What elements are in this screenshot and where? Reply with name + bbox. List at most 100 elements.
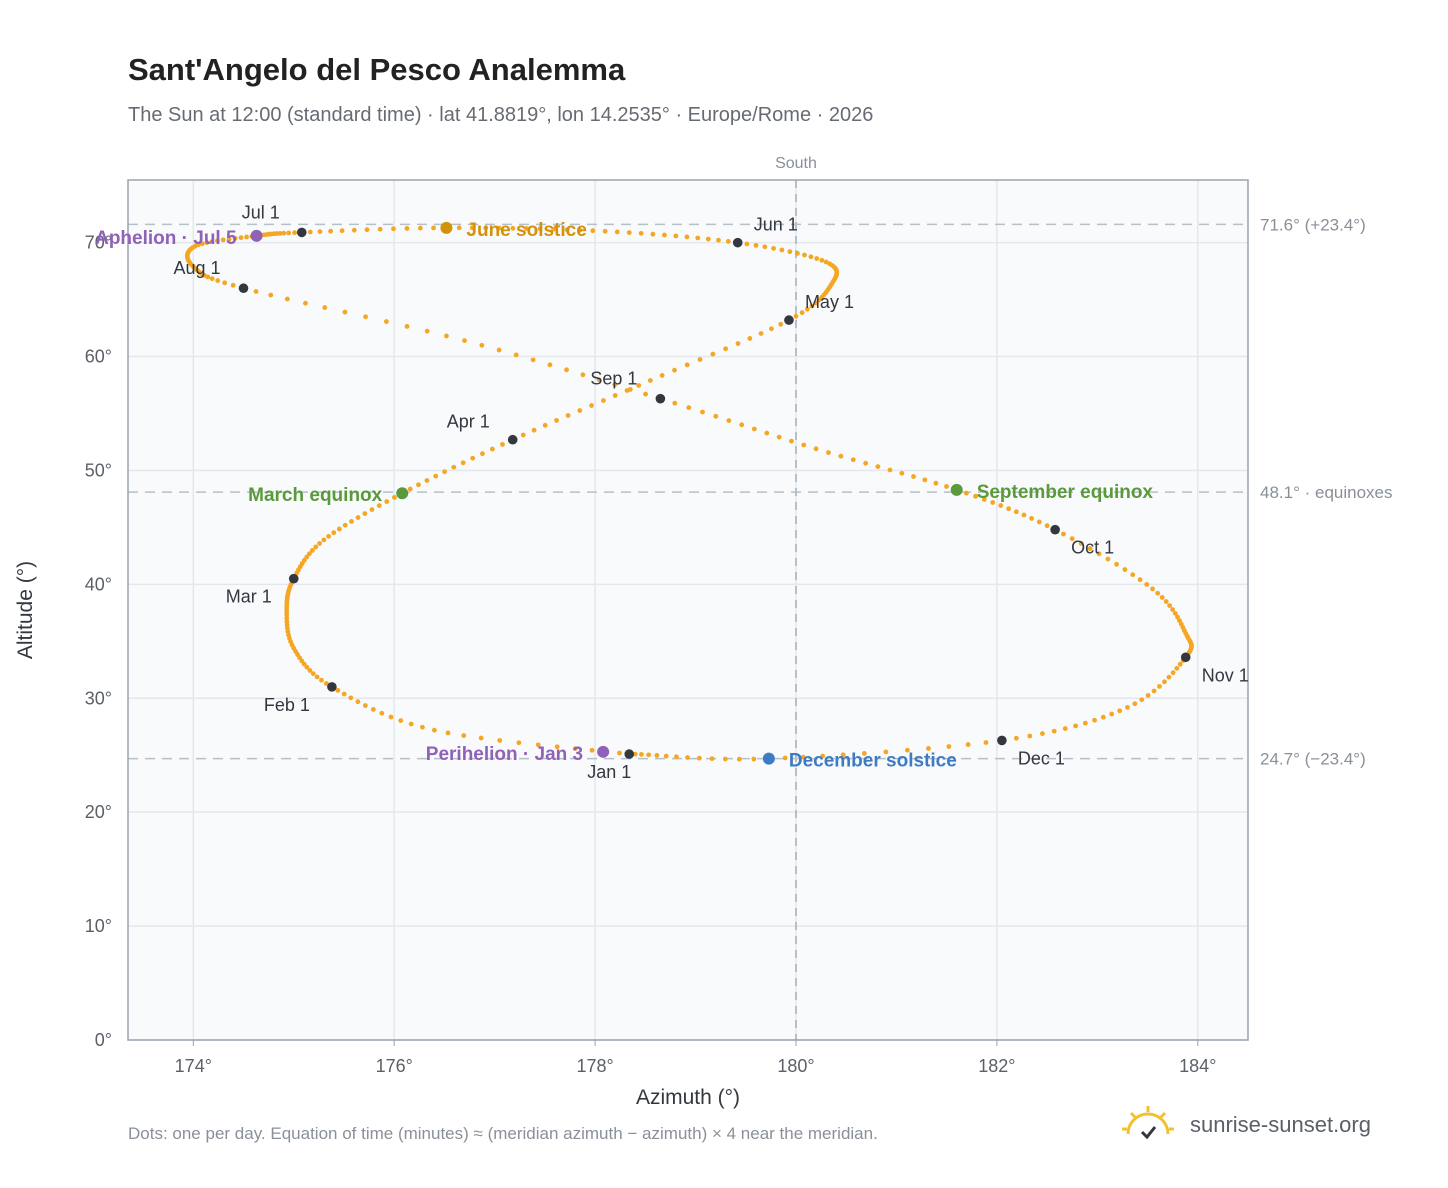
day-dot bbox=[565, 413, 571, 418]
day-dot bbox=[696, 755, 702, 761]
day-dot bbox=[709, 756, 715, 762]
y-tick-label: 0° bbox=[95, 1030, 112, 1050]
day-dot bbox=[685, 755, 690, 760]
day-dot bbox=[564, 227, 570, 233]
day-dot bbox=[377, 226, 383, 232]
day-dot bbox=[983, 740, 989, 745]
day-dot bbox=[735, 341, 741, 346]
day-dot bbox=[433, 473, 439, 479]
day-dot bbox=[321, 537, 327, 543]
day-dot bbox=[363, 314, 368, 320]
day-dot bbox=[531, 427, 537, 433]
day-dot bbox=[307, 229, 313, 235]
day-dot bbox=[639, 751, 644, 757]
day-dot bbox=[589, 747, 595, 753]
y-tick-label: 10° bbox=[85, 916, 112, 936]
day-dot bbox=[404, 226, 410, 231]
day-dot bbox=[1175, 614, 1180, 620]
day-dot bbox=[627, 387, 633, 392]
event-label: September equinox bbox=[977, 482, 1154, 503]
day-dot bbox=[1174, 665, 1180, 671]
y-tick-label: 60° bbox=[85, 347, 112, 367]
day-dot bbox=[739, 422, 745, 428]
day-dot bbox=[1096, 551, 1102, 557]
footnote: Dots: one per day. Equation of time (min… bbox=[128, 1124, 878, 1143]
day-dot bbox=[762, 244, 768, 250]
day-dot bbox=[1177, 661, 1183, 667]
day-dot bbox=[496, 347, 502, 353]
day-dot bbox=[342, 522, 348, 528]
day-dot bbox=[230, 282, 236, 288]
month-marker bbox=[327, 682, 337, 692]
day-dot bbox=[307, 551, 312, 557]
day-dot bbox=[1144, 582, 1150, 587]
day-dot bbox=[725, 238, 731, 244]
day-dot bbox=[793, 313, 799, 319]
day-dot bbox=[1100, 714, 1106, 720]
day-dot bbox=[684, 234, 690, 240]
day-dot bbox=[497, 738, 503, 743]
day-dot bbox=[209, 239, 215, 245]
day-dot bbox=[726, 418, 732, 424]
y-tick-label: 20° bbox=[85, 802, 112, 822]
day-dot bbox=[722, 756, 728, 762]
day-dot bbox=[782, 755, 788, 761]
day-dot bbox=[1155, 590, 1161, 596]
day-dot bbox=[1151, 688, 1157, 694]
day-dot bbox=[238, 235, 244, 241]
month-marker-label: Mar 1 bbox=[226, 587, 272, 607]
day-dot bbox=[1157, 683, 1162, 689]
day-dot bbox=[1013, 509, 1019, 515]
day-dot bbox=[776, 434, 782, 440]
day-dot bbox=[1130, 572, 1136, 578]
day-dot bbox=[1069, 536, 1075, 542]
day-dot bbox=[981, 497, 987, 502]
day-dot bbox=[819, 257, 825, 263]
day-dot bbox=[577, 408, 583, 413]
day-dot bbox=[424, 478, 430, 483]
day-dot bbox=[328, 228, 334, 234]
day-dot bbox=[460, 460, 466, 466]
axis-ticks: 174° 176° 178° 180° 182° 184° 0° 10° 20° 30° 40° 50… bbox=[85, 233, 1217, 1076]
event-marker bbox=[440, 221, 453, 234]
day-dot bbox=[551, 226, 557, 232]
day-dot bbox=[638, 230, 644, 236]
day-dot bbox=[407, 486, 413, 492]
x-tick-label: 174° bbox=[175, 1056, 212, 1076]
day-dot bbox=[416, 482, 421, 488]
day-dot bbox=[787, 249, 793, 255]
day-dot bbox=[716, 237, 721, 243]
day-dot bbox=[479, 342, 485, 348]
day-dot bbox=[672, 367, 677, 373]
day-dot bbox=[431, 727, 437, 733]
day-dot bbox=[286, 230, 292, 236]
x-tick-label: 180° bbox=[777, 1056, 814, 1076]
day-dot bbox=[723, 346, 729, 352]
day-dot bbox=[662, 232, 667, 238]
month-marker bbox=[1180, 652, 1191, 663]
month-marker bbox=[238, 283, 249, 294]
day-dot bbox=[751, 426, 757, 432]
day-dot bbox=[284, 296, 290, 302]
day-dot bbox=[963, 490, 969, 496]
day-dot bbox=[589, 403, 594, 408]
x-axis-label: Azimuth (°) bbox=[636, 1086, 740, 1109]
day-dot bbox=[336, 526, 342, 532]
day-dot bbox=[205, 274, 211, 280]
brand-logo[interactable]: sunrise-sunset.org bbox=[1120, 1100, 1390, 1150]
month-marker-label: Feb 1 bbox=[264, 695, 310, 715]
day-dot bbox=[771, 245, 776, 251]
day-dot bbox=[364, 227, 370, 233]
day-dot bbox=[747, 336, 753, 341]
day-dot bbox=[339, 228, 345, 234]
day-dot bbox=[764, 430, 770, 436]
day-dot bbox=[808, 254, 814, 260]
day-dot bbox=[580, 372, 586, 378]
x-tick-label: 176° bbox=[376, 1056, 413, 1076]
day-dot bbox=[355, 515, 361, 520]
day-dot bbox=[335, 687, 341, 693]
day-dot bbox=[1105, 556, 1111, 562]
day-dot bbox=[590, 228, 596, 234]
day-dot bbox=[686, 405, 692, 411]
day-dot bbox=[342, 309, 348, 315]
